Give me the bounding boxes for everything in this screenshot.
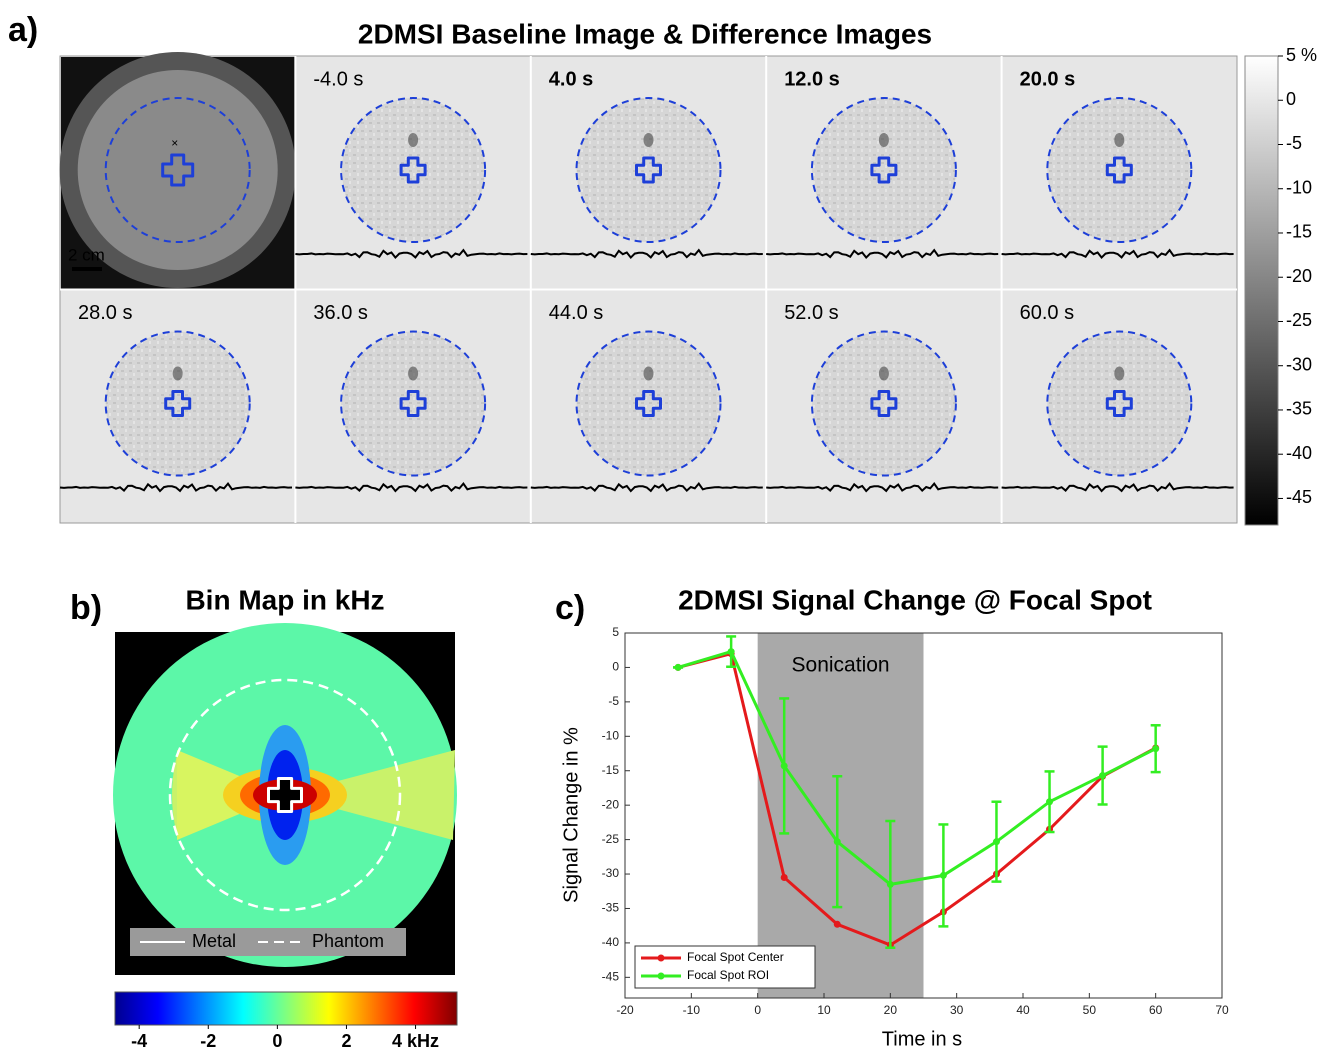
x-tick-label: -10: [683, 1003, 701, 1017]
frame-label: 12.0 s: [784, 68, 840, 90]
x-tick-label: 70: [1215, 1003, 1229, 1017]
frame-label: 44.0 s: [549, 302, 603, 324]
difference-image: [341, 332, 485, 476]
frame-label: -4.0 s: [313, 68, 363, 90]
signal-dip: [879, 367, 889, 381]
y-tick-label: 0: [612, 660, 619, 674]
difference-image: [577, 98, 721, 242]
data-point: [781, 874, 788, 881]
panel-label: c): [555, 589, 585, 627]
panel-label: a): [8, 11, 38, 49]
x-tick-label: 40: [1016, 1003, 1030, 1017]
signal-dip: [644, 133, 654, 147]
data-point: [728, 648, 735, 655]
y-tick-label: -15: [602, 763, 620, 777]
colorbar-tick-label: 2: [341, 1031, 351, 1051]
data-point: [781, 762, 788, 769]
frame-label: 52.0 s: [784, 302, 838, 324]
x-tick-label: 10: [817, 1003, 831, 1017]
focal-marker: ×: [171, 136, 178, 150]
data-point: [675, 664, 682, 671]
data-point: [834, 838, 841, 845]
scale-bar-label: 2 cm: [68, 245, 105, 264]
legend-marker: [658, 973, 665, 980]
signal-dip: [173, 367, 183, 381]
panel-label: b): [70, 589, 102, 627]
data-point: [993, 838, 1000, 845]
data-point: [887, 881, 894, 888]
data-point: [940, 872, 947, 879]
data-point: [1152, 745, 1159, 752]
panel-title: Bin Map in kHz: [185, 584, 384, 615]
signal-dip: [644, 367, 654, 381]
scale-bar: [72, 267, 102, 271]
colorbar-tick-label: -25: [1286, 310, 1312, 330]
data-point: [1099, 772, 1106, 779]
y-tick-label: -25: [602, 832, 620, 846]
difference-image: [341, 98, 485, 242]
data-point: [834, 921, 841, 928]
data-point: [1046, 798, 1053, 805]
frame-label: 20.0 s: [1020, 68, 1076, 90]
colorbar-tick-label: -20: [1286, 266, 1312, 286]
frame-label: 28.0 s: [78, 302, 132, 324]
colorbar-tick-label: -35: [1286, 399, 1312, 419]
difference-image: [1047, 332, 1191, 476]
colorbar: [1245, 56, 1278, 525]
signal-dip: [1114, 133, 1124, 147]
shaded-label: Sonication: [792, 654, 890, 677]
colorbar-tick-label: 0: [1286, 89, 1296, 109]
colorbar: [115, 992, 457, 1025]
difference-image: [812, 332, 956, 476]
x-tick-label: 0: [754, 1003, 761, 1017]
chart-title: 2DMSI Signal Change @ Focal Spot: [678, 584, 1152, 615]
difference-image: [812, 98, 956, 242]
legend-label: Focal Spot ROI: [687, 968, 769, 982]
y-tick-label: -35: [602, 901, 620, 915]
x-tick-label: 20: [884, 1003, 898, 1017]
colorbar-tick-label: 5 %: [1286, 45, 1317, 65]
legend-label: Focal Spot Center: [687, 950, 784, 964]
y-tick-label: 5: [612, 625, 619, 639]
difference-image: [1047, 98, 1191, 242]
shaded-region: [758, 633, 924, 998]
signal-dip: [879, 133, 889, 147]
colorbar-tick-label: 0: [272, 1031, 282, 1051]
y-tick-label: -10: [602, 728, 620, 742]
colorbar-tick-label: -30: [1286, 354, 1312, 374]
colorbar-tick-label: 4 kHz: [392, 1031, 439, 1051]
y-tick-label: -20: [602, 797, 620, 811]
signal-dip: [408, 133, 418, 147]
x-tick-label: -20: [616, 1003, 634, 1017]
frame-label: 60.0 s: [1020, 302, 1074, 324]
x-axis-label: Time in s: [882, 1028, 962, 1050]
frame-label: 4.0 s: [549, 68, 593, 90]
difference-image: [577, 332, 721, 476]
panel-title: 2DMSI Baseline Image & Difference Images: [358, 18, 932, 49]
difference-image: [106, 332, 250, 476]
y-axis-label: Signal Change in %: [560, 727, 582, 903]
legend-label: Phantom: [312, 931, 384, 951]
x-tick-label: 50: [1083, 1003, 1097, 1017]
frame-label: 36.0 s: [313, 302, 367, 324]
y-tick-label: -45: [602, 970, 620, 984]
phantom-body: [78, 70, 278, 270]
legend-label: Metal: [192, 931, 236, 951]
x-tick-label: 30: [950, 1003, 964, 1017]
signal-dip: [408, 367, 418, 381]
colorbar-tick-label: -45: [1286, 487, 1312, 507]
y-tick-label: -5: [608, 694, 619, 708]
x-tick-label: 60: [1149, 1003, 1163, 1017]
colorbar-tick-label: -10: [1286, 177, 1312, 197]
signal-dip: [1114, 367, 1124, 381]
colorbar-tick-label: -4: [131, 1031, 147, 1051]
y-tick-label: -30: [602, 866, 620, 880]
colorbar-tick-label: -15: [1286, 222, 1312, 242]
y-tick-label: -40: [602, 935, 620, 949]
figure: a) 2DMSI Baseline Image & Difference Ima…: [0, 0, 1339, 1053]
legend-marker: [658, 955, 665, 962]
colorbar-tick-label: -2: [200, 1031, 216, 1051]
colorbar-tick-label: -5: [1286, 133, 1302, 153]
colorbar-tick-label: -40: [1286, 443, 1312, 463]
